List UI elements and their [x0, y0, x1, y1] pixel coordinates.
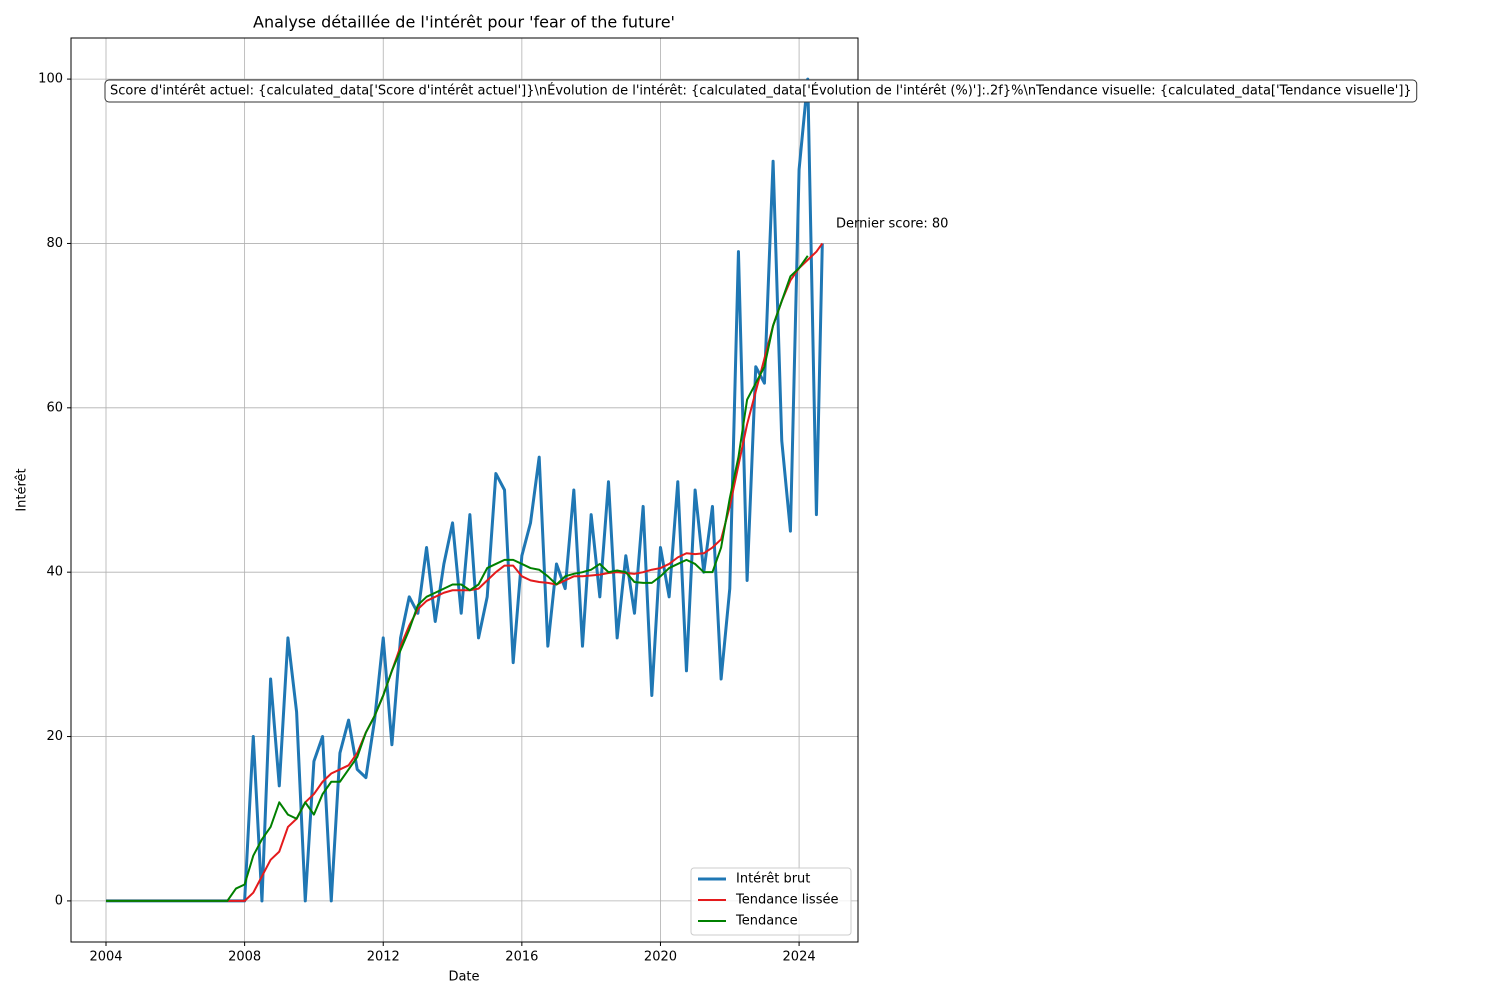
- data-line: [106, 255, 809, 902]
- y-axis-label: Intérêt: [15, 468, 30, 511]
- y-tick-label: 20: [46, 729, 63, 744]
- x-tick-label: 2008: [228, 950, 261, 965]
- x-tick-label: 2012: [367, 950, 400, 965]
- x-axis-label: Date: [448, 970, 479, 985]
- legend: Intérêt brut Tendance lissée Tendance: [690, 867, 852, 936]
- y-tick-label: 60: [46, 400, 63, 415]
- y-tick-label: 40: [46, 565, 63, 580]
- annotation-text: Score d'intérêt actuel: {calculated_data…: [110, 83, 1412, 99]
- legend-label: Intérêt brut: [736, 872, 810, 887]
- legend-label: Tendance: [735, 914, 798, 929]
- x-tick-label: 2016: [505, 950, 538, 965]
- chart-title: Analyse détaillée de l'intérêt pour 'fea…: [253, 13, 675, 32]
- legend-label: Tendance lissée: [735, 893, 838, 908]
- x-tick-label: 2020: [644, 950, 677, 965]
- last-score-annotation: Dernier score: 80: [836, 217, 948, 232]
- annotation-frame: [104, 79, 1418, 103]
- y-tick-label: 80: [46, 236, 63, 251]
- data-line: [106, 77, 824, 903]
- plot-frame: [70, 37, 859, 943]
- x-tick-label: 2004: [89, 950, 122, 965]
- annotation-box: Score d'intérêt actuel: {calculated_data…: [104, 79, 1418, 103]
- legend-frame: [690, 867, 852, 936]
- y-tick-label: 0: [55, 893, 63, 908]
- y-tick-label: 100: [38, 72, 63, 87]
- x-tick-label: 2024: [783, 950, 816, 965]
